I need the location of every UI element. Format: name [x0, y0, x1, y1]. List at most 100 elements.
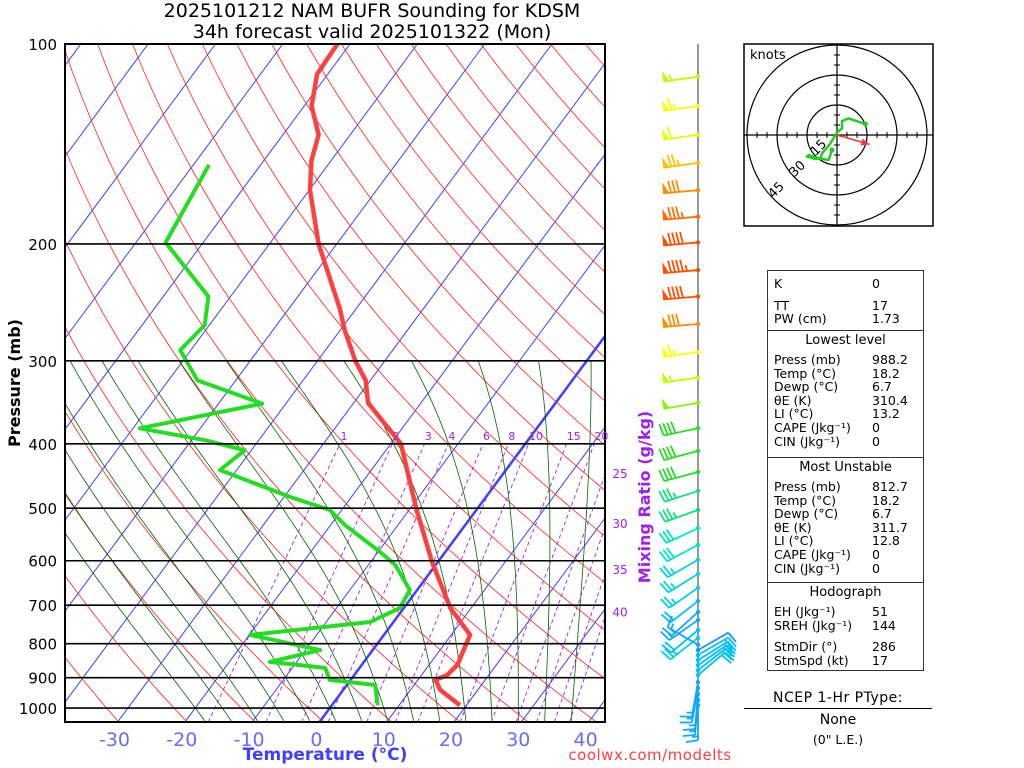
wind-barb-flag [666, 547, 675, 559]
temperature-tick-label: 20 [439, 729, 463, 751]
stats-value: 988.2 [872, 352, 908, 367]
wind-barb [659, 557, 701, 579]
wind-barb-flag [671, 286, 676, 299]
wind-barb-flag [727, 632, 737, 643]
wind-barb-flag [663, 596, 674, 607]
wind-barb-station [695, 617, 701, 623]
wind-barb [662, 231, 701, 247]
wind-barb-flag [658, 490, 666, 503]
axes: 1 2 3 4 6 8 10 15 202530354010020030040050060070… [19, 36, 628, 751]
wind-barb-flag [660, 650, 672, 661]
moist-adiabat-line [65, 492, 233, 722]
wind-barb-staff [667, 573, 699, 594]
wind-barb-flag [659, 582, 669, 594]
mixing-ratio-label: 8 [508, 430, 515, 443]
wind-barb-flag [658, 469, 666, 482]
wind-barb-flag [669, 466, 677, 479]
mixing-ratio-line [490, 443, 595, 722]
mixing-ratio-label: 3 [425, 430, 432, 443]
stats-section-title: Lowest level [805, 333, 886, 348]
stats-label: CAPE (Jkg⁻¹) [774, 546, 851, 562]
stats-row: TT 17 [768, 297, 923, 313]
wind-barb-station [695, 132, 701, 137]
wind-barb-half-flag [672, 349, 677, 356]
wind-barb-pennant [661, 371, 670, 383]
stats-label: LI (°C) [774, 533, 814, 549]
stats-label: θE (K) [774, 392, 812, 408]
wind-barb-station [695, 542, 701, 548]
mixing-ratio-label: 2 [393, 430, 400, 443]
moist-adiabat-line [101, 360, 337, 722]
mixing-ratio-label: 25 [612, 467, 627, 481]
isotherm-line [65, 44, 284, 340]
wind-barb-station [695, 663, 701, 668]
wind-barb-staff [697, 644, 728, 666]
moist-adiabat-line [226, 360, 415, 722]
wind-barb-flag [671, 313, 676, 327]
stats-label: TT [774, 297, 790, 313]
moist-adiabat-line [65, 402, 285, 722]
wind-barb-flag [662, 489, 670, 501]
stats-label: K [774, 276, 783, 291]
mixing-ratio-label: 20 [594, 430, 608, 443]
isotherm-line [251, 244, 605, 722]
wind-barb-staff [663, 351, 699, 358]
stats-value: 51 [872, 604, 888, 619]
wind-barb-station [695, 74, 701, 79]
temperature-tick-label: 30 [506, 729, 530, 751]
stats-row: Dewp (°C) 6.7 [768, 380, 923, 394]
wind-barb-flag [662, 580, 673, 591]
wind-barb [662, 313, 701, 328]
wind-barb-flag [663, 648, 675, 658]
wind-barb-pennant [661, 128, 670, 140]
wind-barb-station [695, 679, 701, 685]
stats-value: 0 [872, 276, 880, 291]
moist-adiabat-line [69, 360, 311, 722]
wind-barb-station [695, 685, 701, 691]
wind-barb-station [695, 214, 701, 219]
wind-barb-staff [697, 647, 727, 671]
wind-barb-station [695, 240, 701, 245]
wind-barb [695, 636, 737, 658]
stats-value: 0 [872, 546, 880, 562]
wind-barb-pennant [661, 398, 670, 409]
isotherm-line [65, 44, 216, 249]
wind-barb-station [695, 557, 701, 562]
wind-barb-staff [663, 215, 699, 221]
mixing-ratio-line [459, 443, 567, 722]
mixing-ratio-label: 30 [612, 517, 627, 531]
wind-barb [658, 507, 701, 523]
skewt-grid [65, 44, 605, 722]
stats-label: StmDir (°) [774, 639, 838, 655]
isotherm-line [318, 334, 605, 722]
ptype-value: None [819, 712, 857, 728]
wind-barb-flag [724, 638, 734, 650]
wind-barb-flag [727, 641, 737, 652]
stats-value: 17 [872, 297, 888, 313]
dry-adiabat-line [65, 410, 325, 722]
wind-barb-flag [662, 447, 669, 460]
wind-barb-flag [666, 154, 673, 167]
y-axis-label: Pressure (mb) [5, 319, 24, 447]
mixing-ratio-line [366, 443, 484, 722]
isotherm-line [65, 44, 351, 431]
wind-barb-flag [670, 154, 677, 167]
wind-barb-station [695, 469, 701, 475]
stats-label: Dewp (°C) [774, 506, 839, 522]
wind-barb-staff [667, 559, 699, 579]
wind-barb-flag [671, 260, 676, 273]
wind-barb-flag [682, 734, 696, 737]
mixing-ratio-line [301, 443, 426, 722]
chart-subtitle: 34h forecast valid 2025101322 (Mon) [193, 21, 552, 43]
wind-barb-flag [665, 529, 675, 541]
wind-barb-flag [660, 613, 672, 624]
stats-section: Most Unstable Press (mb) 812.7 Temp (°C) 18.… [768, 457, 923, 575]
wind-barb [658, 466, 701, 482]
wind-barb-flag [658, 510, 666, 523]
credit-link[interactable]: coolwx.com/modelts [568, 746, 731, 764]
wind-barb-station [695, 702, 701, 708]
wind-barb-pennant [661, 100, 670, 111]
wind-barb-half-flag [668, 375, 673, 382]
mixing-ratio-line [553, 573, 605, 722]
wind-barb-pennant [662, 288, 670, 300]
